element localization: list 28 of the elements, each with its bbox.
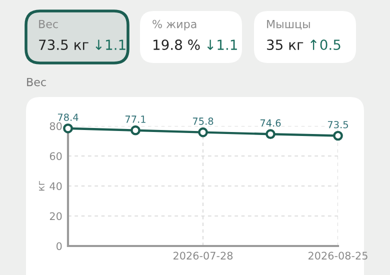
point	[333, 130, 343, 141]
text: 35 кг	[267, 40, 304, 50]
chart-title: Вес	[27, 78, 46, 86]
y-tick-label: 80	[50, 122, 62, 130]
text: ↓1.1	[207, 40, 237, 50]
y-tick-label: 20	[50, 212, 62, 220]
y-axis-title: кг	[39, 180, 44, 191]
y-tick-label: 40	[50, 182, 62, 190]
data-label: 77.1	[125, 116, 146, 123]
point	[198, 127, 208, 138]
x-tick-label: 2026-08-25	[308, 252, 368, 260]
y-tick-label: 60	[50, 152, 62, 160]
point	[266, 129, 276, 140]
text: 73.5 кг	[39, 40, 88, 50]
text: Мышцы	[267, 20, 310, 30]
y-tick-label: 0	[56, 242, 62, 250]
x-tick-label: 2026-07-28	[173, 252, 233, 260]
point	[130, 125, 140, 136]
text: ↓1.1	[96, 40, 126, 50]
data-label: 78.4	[58, 114, 78, 121]
point	[63, 123, 73, 134]
text: ↑0.5	[310, 40, 340, 50]
data-label: 75.8	[192, 118, 214, 125]
data-label: 73.5	[328, 120, 348, 128]
text: 19.8 %	[154, 40, 200, 50]
text: Вес	[39, 20, 58, 28]
data-label: 74.6	[260, 119, 281, 127]
text: % жира	[152, 20, 196, 30]
